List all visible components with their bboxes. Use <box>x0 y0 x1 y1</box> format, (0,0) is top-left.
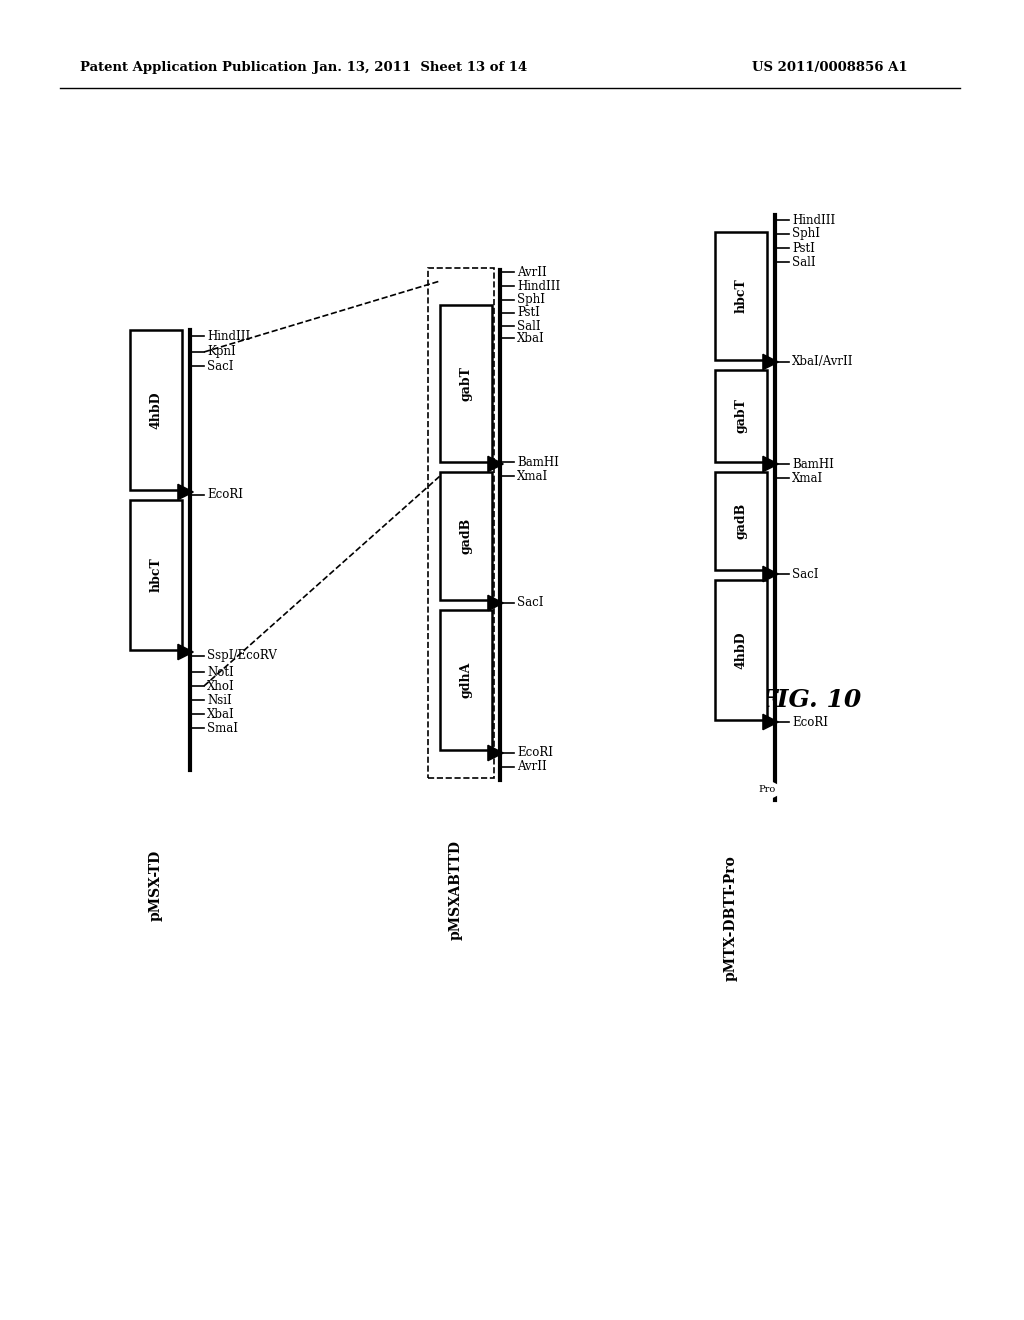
Polygon shape <box>487 457 504 471</box>
Text: Patent Application Publication: Patent Application Publication <box>80 62 307 74</box>
Text: gabT: gabT <box>734 399 748 433</box>
Text: HindIII: HindIII <box>207 330 250 342</box>
Text: SmaI: SmaI <box>207 722 238 734</box>
Text: SacI: SacI <box>517 597 544 610</box>
Bar <box>715 579 767 719</box>
Text: 4hbD: 4hbD <box>150 391 163 429</box>
Text: SacI: SacI <box>207 359 233 372</box>
Text: gabT: gabT <box>460 366 472 401</box>
Text: NotI: NotI <box>207 665 233 678</box>
Polygon shape <box>487 746 504 760</box>
Polygon shape <box>763 354 778 370</box>
Text: hbcT: hbcT <box>734 279 748 313</box>
Text: HindIII: HindIII <box>517 280 560 293</box>
Text: SphI: SphI <box>517 293 545 306</box>
Text: SalI: SalI <box>517 319 541 333</box>
Polygon shape <box>763 566 778 582</box>
Text: EcoRI: EcoRI <box>517 747 553 759</box>
Text: PstI: PstI <box>792 242 815 255</box>
Text: gdhA: gdhA <box>460 661 472 698</box>
Text: gadB: gadB <box>460 517 472 554</box>
Bar <box>130 500 182 649</box>
Text: BamHI: BamHI <box>517 455 559 469</box>
Bar <box>130 330 182 490</box>
Text: XhoI: XhoI <box>207 680 234 693</box>
Text: 4hbD: 4hbD <box>734 631 748 669</box>
Text: HindIII: HindIII <box>792 214 836 227</box>
Text: BamHI: BamHI <box>792 458 834 470</box>
Bar <box>440 473 492 601</box>
Text: pMSX-TD: pMSX-TD <box>150 850 163 921</box>
Text: hbcT: hbcT <box>150 557 163 593</box>
Text: XbaI: XbaI <box>207 708 234 721</box>
Text: SacI: SacI <box>792 568 818 581</box>
Bar <box>428 268 494 777</box>
Text: KpnI: KpnI <box>207 346 236 359</box>
Text: US 2011/0008856 A1: US 2011/0008856 A1 <box>753 62 908 74</box>
Text: Pro: Pro <box>759 785 775 795</box>
Polygon shape <box>746 770 786 810</box>
Text: FIG. 10: FIG. 10 <box>760 688 862 711</box>
Bar <box>440 610 492 750</box>
Text: EcoRI: EcoRI <box>792 715 828 729</box>
Text: SalI: SalI <box>792 256 816 268</box>
Text: SspI/EcoRV: SspI/EcoRV <box>207 649 276 663</box>
Text: gadB: gadB <box>734 503 748 539</box>
Polygon shape <box>178 644 194 660</box>
Polygon shape <box>487 595 504 611</box>
Text: XbaI: XbaI <box>517 331 545 345</box>
Text: XbaI/AvrII: XbaI/AvrII <box>792 355 853 368</box>
Text: pMTX-DBTT-Pro: pMTX-DBTT-Pro <box>724 855 738 981</box>
Text: AvrII: AvrII <box>517 265 547 279</box>
Bar <box>715 232 767 360</box>
Text: XmaI: XmaI <box>517 470 548 483</box>
Text: EcoRI: EcoRI <box>207 488 243 502</box>
Text: SphI: SphI <box>792 227 820 240</box>
Text: PstI: PstI <box>517 306 540 319</box>
Text: AvrII: AvrII <box>517 760 547 774</box>
Bar <box>715 370 767 462</box>
Text: pMSXABTTD: pMSXABTTD <box>449 840 463 940</box>
Bar <box>715 473 767 570</box>
Polygon shape <box>763 457 778 471</box>
Polygon shape <box>178 484 194 500</box>
Text: XmaI: XmaI <box>792 471 823 484</box>
Bar <box>440 305 492 462</box>
Text: Jan. 13, 2011  Sheet 13 of 14: Jan. 13, 2011 Sheet 13 of 14 <box>313 62 527 74</box>
Text: NsiI: NsiI <box>207 693 231 706</box>
Polygon shape <box>763 714 778 730</box>
